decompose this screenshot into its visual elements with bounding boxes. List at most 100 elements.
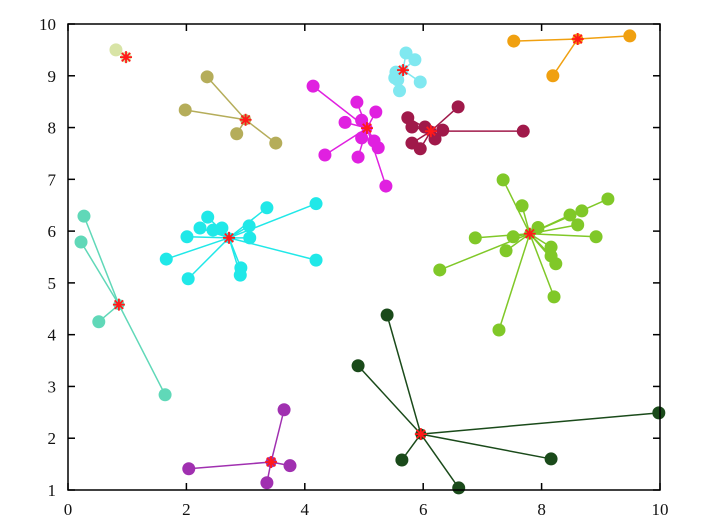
cluster-7 bbox=[159, 197, 323, 286]
data-point bbox=[338, 115, 352, 129]
centroid-marker bbox=[414, 428, 427, 441]
data-point bbox=[601, 192, 615, 206]
y-tick-label: 9 bbox=[48, 67, 57, 86]
data-point bbox=[181, 272, 195, 286]
cluster-9 bbox=[182, 403, 297, 490]
cluster-link bbox=[386, 314, 422, 435]
data-point bbox=[388, 71, 402, 85]
data-point bbox=[159, 252, 173, 266]
data-point bbox=[309, 197, 323, 211]
cluster-link bbox=[206, 76, 247, 121]
data-point bbox=[506, 230, 520, 244]
data-point bbox=[242, 219, 256, 233]
y-tick-label: 6 bbox=[48, 222, 57, 241]
data-point bbox=[571, 218, 585, 232]
cluster-link bbox=[185, 109, 246, 121]
centroid-marker bbox=[397, 64, 410, 77]
data-point bbox=[492, 323, 506, 337]
x-tick-label: 8 bbox=[537, 500, 546, 519]
cluster-link bbox=[577, 35, 630, 40]
data-point bbox=[546, 69, 560, 83]
data-point bbox=[351, 359, 365, 373]
centroid-marker bbox=[120, 51, 133, 64]
data-point bbox=[243, 231, 257, 245]
cluster-3 bbox=[388, 46, 427, 98]
centroid-marker bbox=[223, 231, 236, 244]
x-tick-label: 10 bbox=[652, 500, 669, 519]
data-point bbox=[193, 221, 207, 235]
data-point bbox=[652, 406, 666, 420]
centroid-marker bbox=[360, 122, 373, 135]
plot-frame bbox=[67, 23, 661, 491]
data-point bbox=[575, 204, 589, 218]
data-point bbox=[355, 131, 369, 145]
y-tick-label: 4 bbox=[48, 326, 57, 345]
x-tick-label: 2 bbox=[182, 500, 191, 519]
y-tick-label: 8 bbox=[48, 119, 57, 138]
centroid-marker bbox=[424, 125, 437, 138]
centroid-marker bbox=[239, 113, 252, 126]
cluster-2 bbox=[306, 79, 393, 193]
data-point bbox=[230, 127, 244, 141]
centroid-marker bbox=[571, 33, 584, 46]
data-point bbox=[269, 136, 283, 150]
cluster-6 bbox=[433, 173, 615, 337]
cluster-link bbox=[228, 237, 317, 261]
cluster-4 bbox=[401, 100, 530, 156]
y-tick-label: 3 bbox=[48, 377, 57, 396]
data-point bbox=[77, 209, 91, 223]
plot-marks bbox=[74, 29, 666, 495]
data-point bbox=[468, 231, 482, 245]
data-point bbox=[496, 173, 510, 187]
data-point bbox=[549, 257, 563, 271]
data-point bbox=[544, 452, 558, 466]
cluster-link bbox=[513, 38, 578, 42]
data-point bbox=[531, 220, 545, 234]
data-point bbox=[413, 142, 427, 156]
cluster-link bbox=[188, 461, 272, 470]
data-point bbox=[351, 150, 365, 164]
data-point bbox=[371, 141, 385, 155]
data-point bbox=[260, 201, 274, 215]
data-point bbox=[379, 179, 393, 193]
cluster-link bbox=[186, 236, 230, 239]
cluster-link bbox=[552, 38, 579, 77]
data-point bbox=[507, 34, 521, 48]
cluster-10 bbox=[351, 308, 666, 495]
data-point bbox=[277, 403, 291, 417]
data-point bbox=[563, 208, 577, 222]
y-tick-label: 5 bbox=[48, 274, 57, 293]
data-point bbox=[516, 124, 530, 138]
data-point bbox=[182, 462, 196, 476]
cluster-link bbox=[498, 233, 531, 331]
y-tick-label: 2 bbox=[48, 429, 57, 448]
y-tick-label: 10 bbox=[39, 15, 56, 34]
cluster-link bbox=[83, 215, 120, 305]
data-point bbox=[452, 481, 466, 495]
data-point bbox=[433, 263, 447, 277]
centroid-marker bbox=[265, 456, 278, 469]
x-tick-label: 4 bbox=[301, 500, 310, 519]
data-point bbox=[201, 210, 215, 224]
cluster-link bbox=[357, 365, 422, 435]
data-point bbox=[350, 95, 364, 109]
data-point bbox=[589, 230, 603, 244]
cluster-link bbox=[475, 232, 530, 239]
data-point bbox=[180, 230, 194, 244]
data-point bbox=[380, 308, 394, 322]
data-point bbox=[178, 103, 192, 117]
cluster-link bbox=[420, 412, 659, 435]
data-point bbox=[92, 315, 106, 329]
data-point bbox=[260, 476, 274, 490]
data-point bbox=[309, 253, 323, 267]
data-point bbox=[283, 459, 297, 473]
cluster-link bbox=[529, 232, 597, 238]
data-point bbox=[369, 105, 383, 119]
data-point bbox=[158, 388, 172, 402]
x-tick-label: 0 bbox=[64, 500, 73, 519]
x-tick-label: 6 bbox=[419, 500, 428, 519]
data-point bbox=[499, 244, 513, 258]
cluster-5 bbox=[507, 29, 637, 83]
